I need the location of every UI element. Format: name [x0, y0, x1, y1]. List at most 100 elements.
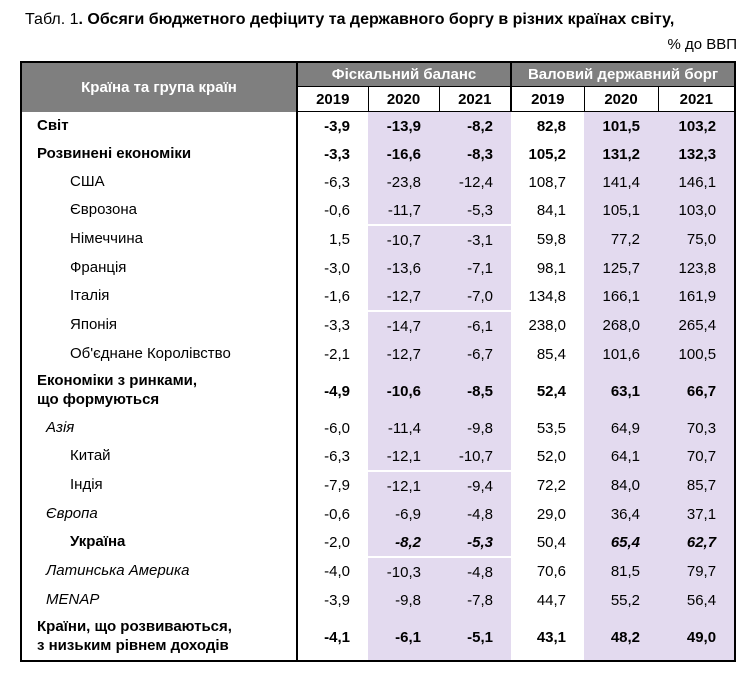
- value-cell: 98,1: [536, 259, 567, 277]
- value-cell: 82,8: [536, 117, 567, 135]
- value-cell: 100,5: [658, 340, 736, 369]
- caption-main: . Обсяги бюджетного дефіциту та державно…: [78, 11, 675, 28]
- value-cell: -14,7: [368, 311, 439, 341]
- year-header-debt-2020: 2020: [583, 86, 659, 113]
- table-row: Китай -6,3 -12,1 -10,7 52,0 64,1 70,7: [21, 442, 736, 473]
- row-label: Об'єднане Королівство: [21, 340, 298, 369]
- value-cell: 43,1: [536, 628, 567, 646]
- table-row: Розвинені економіки -3,3 -16,6 -8,3 105,2 131…: [21, 140, 736, 169]
- value-cell: 59,8: [536, 231, 567, 249]
- table-row: Німеччина 1,5 -10,7 -3,1 59,8 77,2 75,0: [21, 225, 736, 255]
- value-cell: 85,4: [536, 345, 567, 363]
- data-table: Країна та група країн Фіскальний баланс …: [20, 61, 737, 663]
- table-caption: Табл. 1. Обсяги бюджетного дефіциту та д…: [0, 0, 756, 29]
- value-cell: 268,0: [584, 311, 659, 341]
- value-cell: 44,7: [536, 591, 567, 609]
- value-cell: 70,7: [658, 442, 736, 472]
- value-cell: -3,0: [324, 259, 350, 277]
- value-cell: -1,6: [324, 288, 350, 306]
- value-cell: -23,8: [368, 168, 439, 197]
- table-row: Латинська Америка -4,0 -10,3 -4,8 70,6 81,5 79…: [21, 557, 736, 587]
- value-cell: 66,7: [658, 368, 736, 415]
- value-cell: 70,6: [536, 563, 567, 581]
- value-cell: -2,1: [324, 345, 350, 363]
- table-row: Країни, що розвиваються, з низьким рівне…: [21, 614, 736, 662]
- row-label: Франція: [21, 254, 298, 283]
- value-cell: 1,5: [329, 231, 350, 249]
- value-cell: -10,7: [368, 225, 439, 255]
- row-label: Індія: [21, 471, 298, 501]
- value-cell: -9,4: [439, 471, 512, 501]
- value-cell: -3,9: [324, 591, 350, 609]
- value-cell: 64,9: [584, 414, 659, 443]
- value-cell: -11,4: [368, 414, 439, 443]
- value-cell: -13,6: [368, 254, 439, 283]
- year-header-debt-2019: 2019: [510, 86, 585, 113]
- table-row: Азія -6,0 -11,4 -9,8 53,5 64,9 70,3: [21, 414, 736, 443]
- value-cell: 63,1: [584, 368, 659, 415]
- table-row: Світ -3,9 -13,9 -8,2 82,8 101,5 103,2: [21, 111, 736, 141]
- row-label: США: [21, 168, 298, 197]
- value-cell: -5,3: [439, 196, 512, 227]
- year-header-debt-2021: 2021: [657, 86, 736, 113]
- value-cell: -10,3: [368, 557, 439, 587]
- table-row: США -6,3 -23,8 -12,4 108,7 141,4 146,1: [21, 168, 736, 197]
- value-cell: 56,4: [658, 586, 736, 615]
- value-cell: 84,1: [536, 202, 567, 220]
- value-cell: -11,7: [368, 196, 439, 227]
- value-cell: 64,1: [584, 442, 659, 472]
- row-label: Єврозона: [21, 196, 298, 226]
- caption-prefix: Табл. 1: [25, 11, 79, 28]
- value-cell: 238,0: [528, 317, 567, 335]
- year-header-fiscal-2020: 2020: [367, 86, 439, 113]
- row-label: Країни, що розвиваються, з низьким рівне…: [21, 614, 298, 662]
- row-label: Азія: [21, 414, 298, 443]
- value-cell: -10,6: [368, 368, 439, 415]
- value-cell: 37,1: [658, 500, 736, 529]
- row-label: Італія: [21, 282, 298, 312]
- value-cell: 146,1: [658, 168, 736, 197]
- table-row: MENAP -3,9 -9,8 -7,8 44,7 55,2 56,4: [21, 586, 736, 615]
- value-cell: -8,3: [439, 140, 512, 169]
- value-cell: 81,5: [584, 557, 659, 587]
- row-label: Україна: [21, 528, 298, 558]
- value-cell: 161,9: [658, 282, 736, 312]
- value-cell: -3,3: [324, 317, 350, 335]
- value-cell: 62,7: [658, 528, 736, 558]
- value-cell: 52,4: [536, 382, 567, 400]
- value-cell: -2,0: [324, 534, 350, 552]
- year-header-fiscal-2019: 2019: [296, 86, 368, 113]
- group-header-fiscal-balance: Фіскальний баланс: [297, 62, 512, 88]
- value-cell: -6,0: [324, 419, 350, 437]
- value-cell: -12,7: [368, 282, 439, 313]
- value-cell: -4,8: [439, 500, 512, 529]
- value-cell: -6,1: [439, 311, 512, 341]
- value-cell: 70,3: [658, 414, 736, 443]
- value-cell: -13,9: [368, 111, 439, 141]
- value-cell: -5,3: [439, 528, 512, 559]
- value-cell: 101,5: [584, 111, 659, 141]
- value-cell: -12,1: [368, 471, 439, 501]
- value-cell: 123,8: [658, 254, 736, 283]
- value-cell: -3,9: [324, 117, 350, 135]
- row-label: Розвинені економіки: [21, 140, 298, 169]
- value-cell: 103,2: [658, 111, 736, 141]
- value-cell: -7,9: [324, 477, 350, 495]
- value-cell: -16,6: [368, 140, 439, 169]
- value-cell: -6,3: [324, 448, 350, 466]
- value-cell: 36,4: [584, 500, 659, 529]
- group-header-gross-debt: Валовий державний борг: [510, 62, 736, 88]
- value-cell: 65,4: [584, 528, 659, 558]
- value-cell: 131,2: [584, 140, 659, 169]
- year-header-fiscal-2021: 2021: [438, 86, 512, 113]
- value-cell: 105,1: [584, 196, 659, 226]
- value-cell: -6,3: [324, 173, 350, 191]
- value-cell: 72,2: [536, 477, 567, 495]
- header-group-row: Країна та група країн Фіскальний баланс …: [21, 62, 736, 112]
- value-cell: -8,2: [439, 111, 512, 141]
- value-cell: -8,2: [368, 528, 439, 559]
- value-cell: 75,0: [658, 225, 736, 255]
- table-row: Японія -3,3 -14,7 -6,1 238,0 268,0 265,4: [21, 311, 736, 341]
- value-cell: 29,0: [536, 505, 567, 523]
- value-cell: -9,8: [368, 586, 439, 615]
